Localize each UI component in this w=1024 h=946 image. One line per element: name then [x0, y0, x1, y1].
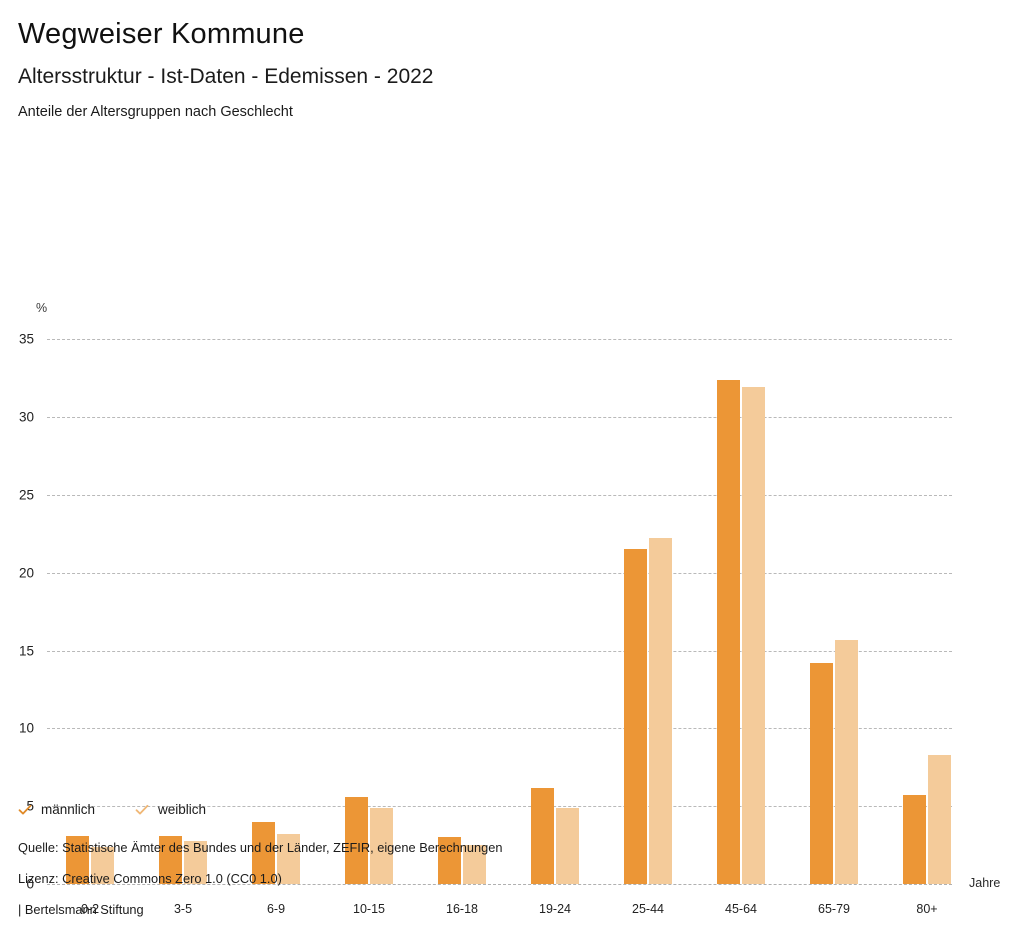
bar-weiblich-16-18[interactable]	[463, 845, 486, 885]
check-icon	[135, 803, 149, 817]
bar-weiblich-80+[interactable]	[928, 754, 951, 885]
gridline	[47, 650, 952, 652]
bar-männlich-45-64[interactable]	[717, 379, 740, 885]
y-axis-tick-label: 35	[18, 331, 34, 347]
chart-footer: Quelle: Statistische Ämter des Bundes un…	[18, 840, 503, 934]
bar-group	[810, 339, 858, 885]
y-axis-tick-label: 20	[18, 565, 34, 581]
x-axis-tick-label: 80+	[916, 902, 938, 917]
bar-weiblich-25-44[interactable]	[649, 538, 672, 885]
x-axis-tick-label: 65-79	[818, 902, 850, 917]
bar-weiblich-45-64[interactable]	[742, 387, 765, 885]
gridline	[47, 884, 952, 886]
bar-männlich-80+[interactable]	[903, 795, 926, 885]
x-axis-tick-label: 3-5	[173, 902, 193, 917]
chart-description: Anteile der Altersgruppen nach Geschlech…	[18, 104, 293, 121]
x-axis-tick-label: 25-44	[632, 902, 664, 917]
x-axis-tick-label: 16-18	[446, 902, 478, 917]
bar-group	[159, 339, 207, 885]
bar-männlich-65-79[interactable]	[810, 663, 833, 885]
footer-source: Quelle: Statistische Ämter des Bundes un…	[18, 840, 503, 855]
chart-legend: männlich weiblich	[18, 802, 206, 817]
y-axis-tick-label: 30	[18, 409, 34, 425]
x-axis-tick-label: 19-24	[539, 902, 571, 917]
footer-license: Lizenz: Creative Commons Zero 1.0 (CC0 1…	[18, 870, 282, 886]
bar-männlich-19-24[interactable]	[531, 787, 554, 885]
gridline	[47, 806, 952, 808]
bar-group	[717, 339, 765, 885]
bar-weiblich-19-24[interactable]	[556, 807, 579, 885]
y-axis-tick-label: 25	[18, 487, 34, 503]
bar-group	[531, 339, 579, 885]
gridline	[47, 417, 952, 418]
bar-männlich-3-5[interactable]	[159, 835, 182, 885]
bar-männlich-6-9[interactable]	[252, 821, 275, 885]
bar-weiblich-65-79[interactable]	[835, 639, 858, 885]
y-axis-tick-label: 0	[26, 876, 34, 892]
chart-container: % 0 5 10 15 20 25 30 35 0-2 3-5 6-9 10-15 16-18 19-2…	[0, 129, 1024, 916]
x-axis-unit-label: Jahre	[969, 876, 1001, 891]
plot-area: 0 5 10 15 20 25 30 35 0-2 3-5 6-9 10-15 16-18 19-24 2…	[19, 332, 1000, 917]
bar-männlich-0-2[interactable]	[66, 835, 89, 885]
y-axis-unit-label: %	[36, 301, 48, 316]
bar-group	[438, 339, 486, 885]
bar-group	[252, 339, 300, 885]
bar-group	[903, 339, 951, 885]
bar-weiblich-0-2[interactable]	[91, 846, 114, 885]
x-axis-tick-label: 0-2	[80, 902, 100, 917]
bar-weiblich-6-9[interactable]	[277, 834, 300, 885]
bar-weiblich-10-15[interactable]	[370, 807, 393, 885]
bar-weiblich-3-5[interactable]	[184, 840, 207, 885]
y-axis-tick-label: 15	[18, 643, 34, 659]
y-axis-tick-label: 10	[18, 720, 34, 736]
x-axis-tick-label: 6-9	[266, 902, 286, 917]
legend-label-maennlich: männlich	[41, 802, 96, 817]
legend-label-weiblich: weiblich	[158, 802, 207, 817]
bar-group	[624, 339, 672, 885]
bars-layer	[47, 339, 952, 885]
x-axis-tick-label: 10-15	[353, 902, 385, 917]
bar-männlich-25-44[interactable]	[624, 549, 647, 885]
gridline	[47, 494, 952, 496]
chart-subtitle: Altersstruktur - Ist-Daten - Edemissen -…	[18, 65, 434, 89]
x-axis-tick-label: 45-64	[725, 902, 757, 917]
gridline	[47, 572, 952, 574]
gridline	[47, 339, 952, 341]
page-title: Wegweiser Kommune	[18, 18, 305, 50]
check-icon	[18, 803, 32, 817]
chart-header: Wegweiser Kommune Altersstruktur - Ist-D…	[0, 0, 1024, 121]
gridline	[47, 728, 952, 730]
bar-männlich-10-15[interactable]	[345, 796, 368, 885]
bar-group	[66, 339, 114, 885]
legend-item-maennlich[interactable]: männlich	[18, 802, 95, 817]
legend-item-weiblich[interactable]: weiblich	[135, 802, 206, 817]
bar-group	[345, 339, 393, 885]
bar-männlich-16-18[interactable]	[438, 837, 461, 885]
footer-publisher: | Bertelsmann Stiftung	[18, 901, 144, 917]
